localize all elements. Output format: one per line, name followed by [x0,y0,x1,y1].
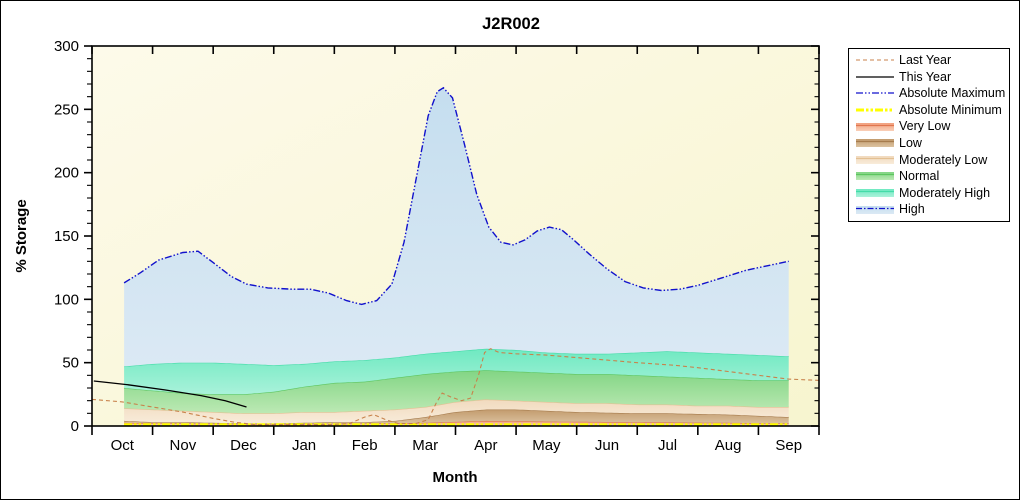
x-tick-label-oct: Oct [111,437,135,454]
legend-box: Last Year This Year Absolute Maximum Absolu… [848,48,1010,222]
legend-item-last-year: Last Year [855,52,1005,69]
legend-label: Very Low [899,119,951,134]
series-absolute_maximum [123,86,789,306]
legend-label: Absolute Maximum [899,86,1006,101]
legend-swatch [856,92,894,95]
legend-item-very-low: Very Low [855,118,1005,135]
y-tick-label-0: 0 [71,418,79,435]
legend-label: Low [899,136,922,151]
legend-item-high: High [855,201,1005,218]
x-tick-label-may: May [532,437,561,454]
band-moderately_high [124,348,789,395]
series-last_year [91,348,820,426]
x-tick-label-apr: Apr [474,437,497,454]
x-tick-label-aug: Aug [715,437,742,454]
x-tick-label-jul: Jul [658,437,677,454]
x-tick-label-feb: Feb [352,437,378,454]
legend-label: This Year [899,69,952,84]
y-tick-label-50: 50 [62,355,79,372]
legend-swatch [856,139,894,148]
x-tick-label-jan: Jan [292,437,316,454]
legend-label: High [899,202,925,217]
x-tick-label-mar: Mar [412,437,438,454]
band-high [124,88,789,367]
legend-label: Moderately Low [899,152,988,167]
legend-label: Absolute Minimum [899,102,1002,117]
legend-swatch [856,205,894,214]
legend-swatch [856,59,894,61]
x-tick-label-sep: Sep [775,437,802,454]
y-tick-label-300: 300 [54,38,79,55]
legend-label: Last Year [899,53,952,68]
legend-swatch [856,108,894,112]
legend-swatch [856,122,894,131]
legend-label: Moderately High [899,185,991,200]
x-tick-labels: Oct Nov Dec Jan Feb Mar Apr May Jun Jul Aug Sep [111,437,802,454]
y-tick-label-200: 200 [54,165,79,182]
legend-swatch [856,155,894,164]
legend-swatch [856,76,894,78]
legend-item-moderately-low: Moderately Low [855,152,1005,169]
legend-item-normal: Normal [855,168,1005,185]
legend-item-low: Low [855,135,1005,152]
series-this_year [93,380,247,408]
legend-swatch [856,172,894,181]
y-tick-label-150: 150 [54,228,79,245]
y-tick-labels: 0 50 100 150 200 250 300 [54,38,79,435]
x-axis-label: Month [433,469,478,486]
x-tick-label-nov: Nov [170,437,197,454]
legend-item-this-year: This Year [855,69,1005,86]
axis-ticks [84,45,820,435]
legend-item-moderately-high: Moderately High [855,185,1005,202]
band-normal [124,370,789,414]
legend-item-absolute-maximum: Absolute Maximum [855,85,1005,102]
y-tick-label-250: 250 [54,101,79,118]
chart-title: J2R002 [482,15,540,33]
lines-layer [91,86,820,427]
band-moderately_low [124,399,789,424]
legend-swatch [856,189,894,198]
x-tick-label-dec: Dec [230,437,257,454]
y-tick-label-100: 100 [54,291,79,308]
y-axis-label: % Storage [13,199,30,272]
legend-label: Normal [899,169,940,184]
legend-item-absolute-minimum: Absolute Minimum [855,102,1005,119]
bands-layer [124,88,789,426]
x-tick-label-jun: Jun [595,437,619,454]
